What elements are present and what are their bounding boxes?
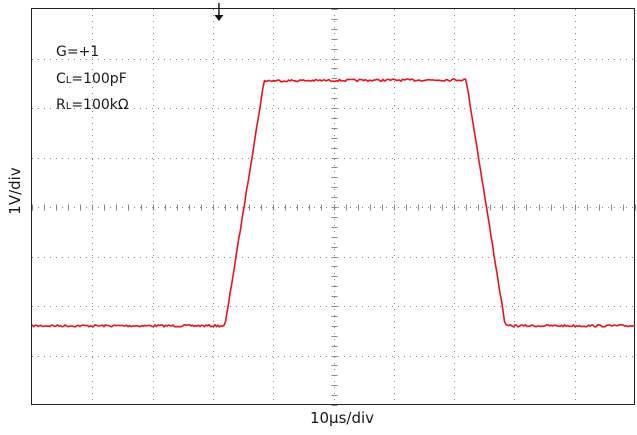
x-axis-label: 10µs/div [310, 409, 374, 427]
annotation-cap-prefix: C [56, 71, 66, 87]
annotation-load-capacitance: CL=100pF [56, 71, 127, 87]
annotation-res-value: =100kΩ [71, 97, 129, 113]
annotation-cap-value: =100pF [71, 71, 126, 87]
annotation-gain: G=+1 [56, 44, 99, 60]
annotation-cap-subscript: L [66, 75, 72, 86]
annotation-res-subscript: L [66, 101, 72, 112]
annotation-res-prefix: R [56, 97, 66, 113]
annotation-block: G=+1 CL=100pF RL=100kΩ [56, 44, 129, 113]
annotation-load-resistance: RL=100kΩ [56, 97, 129, 113]
plot-frame [31, 8, 635, 405]
trigger-marker-head [214, 15, 224, 21]
grid-lines [32, 9, 636, 406]
signal-trace [31, 78, 636, 328]
y-axis-label: 1V/div [6, 167, 24, 215]
trigger-marker-icon [214, 3, 224, 21]
